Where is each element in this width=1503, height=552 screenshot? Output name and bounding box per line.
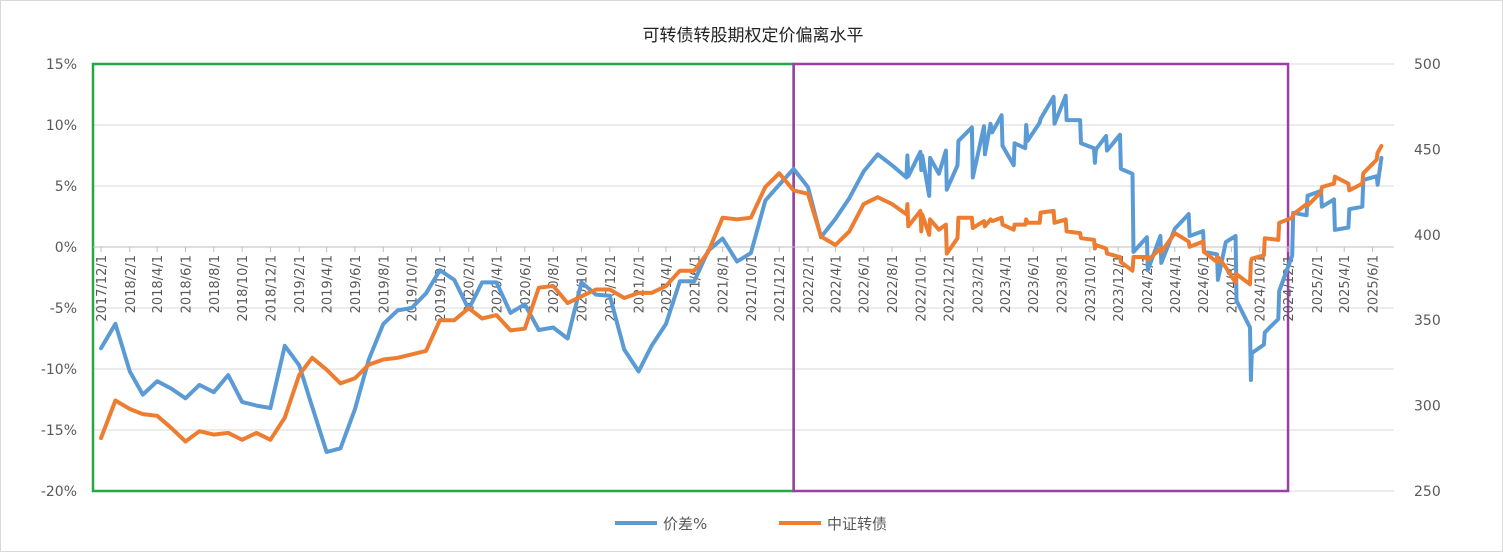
highlight-box (792, 62, 1290, 493)
x-tick-label: 2023/12/1 (1112, 255, 1127, 322)
x-tick-label: 2022/4/1 (829, 255, 844, 313)
x-tick-label: 2018/12/1 (264, 255, 279, 322)
y-right-tick-label: 300 (1414, 399, 1441, 415)
y-left-tick-label: -20% (41, 484, 77, 500)
y-left-tick-label: -10% (41, 362, 77, 378)
x-tick-label: 2023/4/1 (999, 255, 1014, 313)
x-tick-label: 2022/2/1 (802, 255, 817, 313)
y-left-tick-label: 10% (46, 118, 77, 134)
x-tick-label: 2023/6/1 (1027, 255, 1042, 313)
y-left-tick-label: -5% (50, 301, 77, 317)
x-tick-label: 2021/8/1 (717, 255, 732, 313)
x-tick-label: 2025/2/1 (1311, 255, 1326, 313)
x-tick-label: 2024/2/1 (1141, 255, 1156, 313)
y-left-tick-label: -15% (41, 423, 77, 439)
x-tick-label: 2023/8/1 (1056, 255, 1071, 313)
legend-label-2: 中证转债 (827, 515, 887, 533)
x-tick-label: 2018/8/1 (208, 255, 223, 313)
x-tick-label: 2019/12/1 (434, 255, 449, 322)
x-tick-label: 2021/2/1 (633, 255, 648, 313)
x-tick-label: 2018/2/1 (124, 255, 139, 313)
x-tick-label: 2022/10/1 (914, 255, 929, 322)
x-tick-label: 2024/4/1 (1169, 255, 1184, 313)
x-tick-label: 2020/6/1 (519, 255, 534, 313)
x-tick-label: 2024/10/1 (1254, 255, 1269, 322)
x-tick-label: 2019/2/1 (293, 255, 308, 313)
chart-title: 可转债转股期权定价偏离水平 (643, 26, 864, 46)
y-right-tick-label: 250 (1414, 484, 1441, 500)
x-tick-label: 2022/8/1 (886, 255, 901, 313)
y-left-tick-label: 15% (46, 57, 77, 73)
x-tick-label: 2019/8/1 (377, 255, 392, 313)
x-tick-label: 2020/10/1 (575, 255, 590, 322)
legend: 价差% 中证转债 (615, 515, 887, 533)
x-tick-label: 2023/2/1 (971, 255, 986, 313)
x-tick-label: 2021/10/1 (745, 255, 760, 322)
x-tick-label: 2018/4/1 (151, 255, 166, 313)
x-tick-label: 2018/10/1 (236, 255, 251, 322)
series-line-2 (99, 144, 1384, 444)
y-right-tick-label: 500 (1414, 57, 1441, 73)
x-tick-label: 2023/10/1 (1084, 255, 1099, 322)
x-tick-label: 2019/6/1 (349, 255, 364, 313)
x-tick-label: 2018/6/1 (179, 255, 194, 313)
x-tick-label: 2020/8/1 (547, 255, 562, 313)
highlight-boxes (91, 62, 1290, 493)
y-axis-right: 500 450 400 350 300 250 (1414, 57, 1441, 500)
x-tick-label: 2022/12/1 (943, 255, 958, 322)
x-tick-label: 2017/12/1 (95, 255, 110, 322)
x-tick-label: 2021/12/1 (773, 255, 788, 322)
y-axis-left: 15% 10% 5% 0% -5% -10% -15% -20% (41, 57, 77, 500)
x-tick-label: 2022/6/1 (858, 255, 873, 313)
x-tick-label: 2019/10/1 (406, 255, 421, 322)
x-axis: 2017/12/1 2018/2/1 2018/4/1 2018/6/1 2018/8/… (93, 246, 1394, 322)
x-tick-label: 2025/4/1 (1338, 255, 1353, 313)
y-right-tick-label: 350 (1414, 313, 1441, 329)
y-right-tick-label: 400 (1414, 228, 1441, 244)
legend-label-1: 价差% (663, 515, 707, 533)
y-right-tick-label: 450 (1414, 142, 1441, 158)
y-left-tick-label: 0% (55, 240, 77, 256)
series-lines (99, 93, 1384, 454)
y-left-tick-label: 5% (55, 179, 77, 195)
x-tick-label: 2019/4/1 (321, 255, 336, 313)
x-tick-label: 2024/6/1 (1197, 255, 1212, 313)
x-tick-label: 2025/6/1 (1367, 255, 1382, 313)
series-line-1 (99, 93, 1384, 454)
